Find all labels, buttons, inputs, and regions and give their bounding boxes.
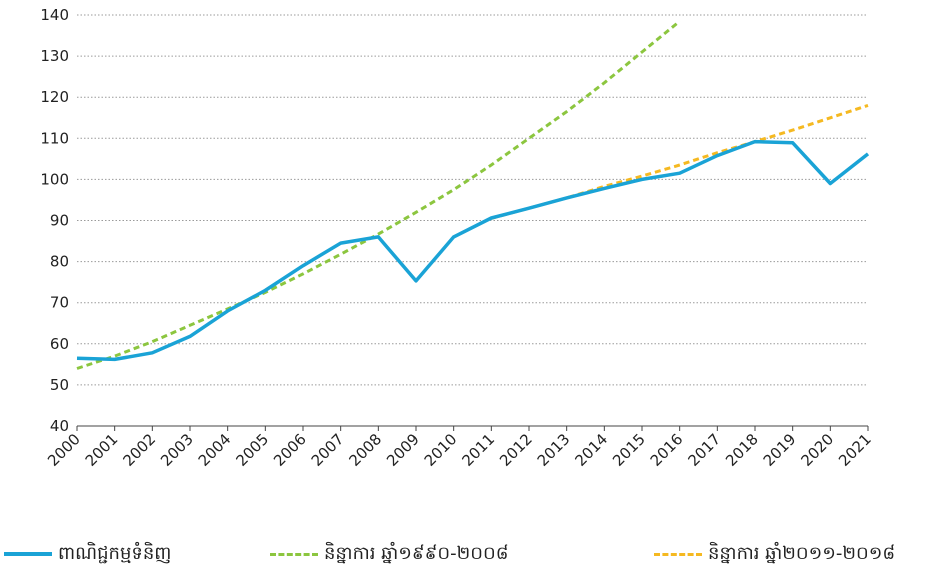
y-tick-label-70: 70 xyxy=(50,294,69,312)
legend-label-trend-1990-2008: និន្នាការ ឆ្នាំ១៩៩០-២០០៨ xyxy=(324,542,509,564)
y-tick-label-60: 60 xyxy=(50,335,69,353)
y-tick-label-40: 40 xyxy=(50,417,69,435)
legend-swatch-trade xyxy=(4,552,52,556)
legend-swatch-trend-2011-2018 xyxy=(654,552,702,556)
legend-swatch-trend-1990-2008 xyxy=(270,552,318,556)
x-tick-label-2011: 2011 xyxy=(458,430,498,470)
x-tick-label-2005: 2005 xyxy=(232,430,272,470)
legend-label-trade: ពាណិជ្ជកម្មទំនិញ xyxy=(58,542,172,564)
x-tick-label-2018: 2018 xyxy=(722,430,762,470)
series-line-0 xyxy=(76,139,870,362)
x-tick-label-2003: 2003 xyxy=(157,430,197,470)
y-tick-label-80: 80 xyxy=(50,253,69,271)
y-tick-label-110: 110 xyxy=(40,129,69,147)
x-tick-label-2015: 2015 xyxy=(609,430,649,470)
x-tick-label-2019: 2019 xyxy=(760,430,800,470)
x-tick-label-2001: 2001 xyxy=(82,430,122,470)
x-tick-label-2021: 2021 xyxy=(835,430,875,470)
x-tick-label-2012: 2012 xyxy=(496,430,536,470)
x-tick-label-2008: 2008 xyxy=(345,430,385,470)
x-tick-label-2009: 2009 xyxy=(383,430,423,470)
y-tick-label-100: 100 xyxy=(40,170,69,188)
x-tick-label-2013: 2013 xyxy=(534,430,574,470)
x-tick-label-2017: 2017 xyxy=(684,430,724,470)
x-tick-label-2010: 2010 xyxy=(421,430,461,470)
legend-item-trend-1990-2008: និន្នាការ ឆ្នាំ១៩៩០-២០០៨ xyxy=(270,536,508,572)
y-tick-label-140: 140 xyxy=(40,6,69,24)
legend-label-trend-2011-2018: និន្នាការ ឆ្នាំ២០១១-២០១៨ xyxy=(708,542,896,564)
legend-item-trade: ពាណិជ្ជកម្មទំនិញ xyxy=(4,536,171,572)
x-tick-label-2000: 2000 xyxy=(44,430,84,470)
y-tick-label-50: 50 xyxy=(50,376,69,394)
axes: 4050607080901001101201301402000200120022… xyxy=(40,6,874,470)
legend: ពាណិជ្ជកម្មទំនិញ និន្នាការ ឆ្នាំ១៩៩០-២០០… xyxy=(0,536,942,576)
x-tick-label-2006: 2006 xyxy=(270,430,310,470)
x-tick-label-2002: 2002 xyxy=(119,430,159,470)
y-tick-label-90: 90 xyxy=(50,212,69,230)
series-lines xyxy=(76,20,870,370)
x-tick-label-2020: 2020 xyxy=(797,430,837,470)
legend-item-trend-2011-2018: និន្នាការ ឆ្នាំ២០១១-២០១៨ xyxy=(654,536,895,572)
grid xyxy=(77,14,868,386)
x-tick-label-2016: 2016 xyxy=(647,430,687,470)
series-line-1 xyxy=(76,20,681,370)
x-tick-label-2007: 2007 xyxy=(308,430,348,470)
y-tick-label-120: 120 xyxy=(40,88,69,106)
y-tick-label-130: 130 xyxy=(40,47,69,65)
x-tick-label-2014: 2014 xyxy=(571,430,611,470)
x-tick-label-2004: 2004 xyxy=(195,430,235,470)
